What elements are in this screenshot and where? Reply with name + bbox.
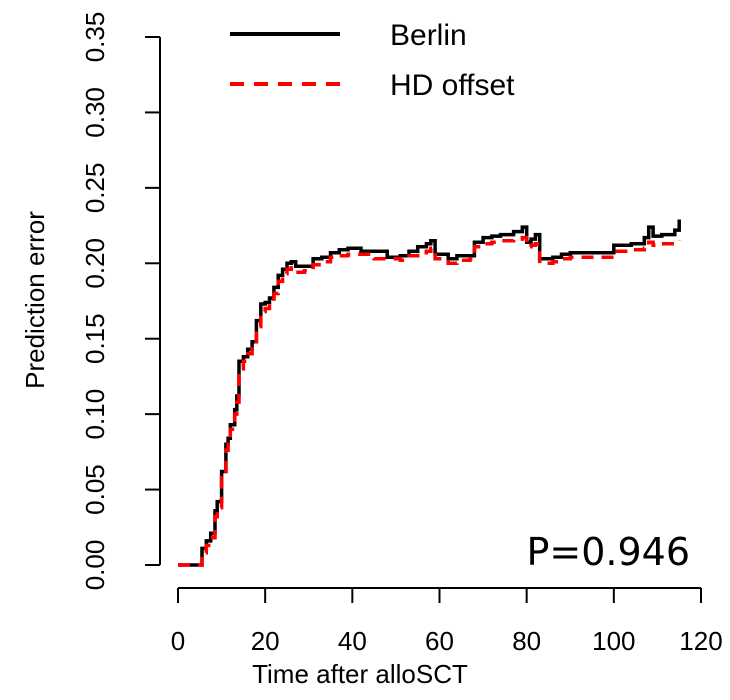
legend-label-hd-offset: HD offset bbox=[390, 69, 515, 102]
x-axis-ticks: 0 20 40 60 80 100 120 bbox=[171, 588, 723, 656]
y-tick-label: 0.05 bbox=[80, 464, 110, 515]
x-tick-label: 60 bbox=[425, 626, 454, 656]
y-tick-label: 0.10 bbox=[80, 389, 110, 440]
series-group bbox=[178, 219, 681, 567]
y-tick-label: 0.20 bbox=[80, 238, 110, 289]
y-tick-label: 0.00 bbox=[80, 540, 110, 591]
x-tick-label: 120 bbox=[679, 626, 722, 656]
p-value-annotation: P=0.946 bbox=[526, 530, 690, 574]
y-tick-label: 0.25 bbox=[80, 163, 110, 214]
y-tick-label: 0.35 bbox=[80, 12, 110, 63]
series-line-hd-offset bbox=[178, 235, 681, 567]
x-tick-label: 100 bbox=[592, 626, 635, 656]
y-axis-ticks: 0.00 0.05 0.10 0.15 0.20 0.25 0.30 0.35 bbox=[80, 12, 160, 591]
series-line-berlin bbox=[178, 219, 681, 567]
x-tick-label: 0 bbox=[171, 626, 185, 656]
y-axis-title: Prediction error bbox=[20, 211, 50, 389]
x-axis-title: Time after alloSCT bbox=[252, 659, 468, 689]
y-tick-label: 0.30 bbox=[80, 87, 110, 138]
legend: Berlin HD offset bbox=[230, 19, 515, 102]
legend-label-berlin: Berlin bbox=[390, 19, 467, 52]
x-tick-label: 40 bbox=[338, 626, 367, 656]
x-tick-label: 80 bbox=[512, 626, 541, 656]
y-tick-label: 0.15 bbox=[80, 313, 110, 364]
x-tick-label: 20 bbox=[251, 626, 280, 656]
